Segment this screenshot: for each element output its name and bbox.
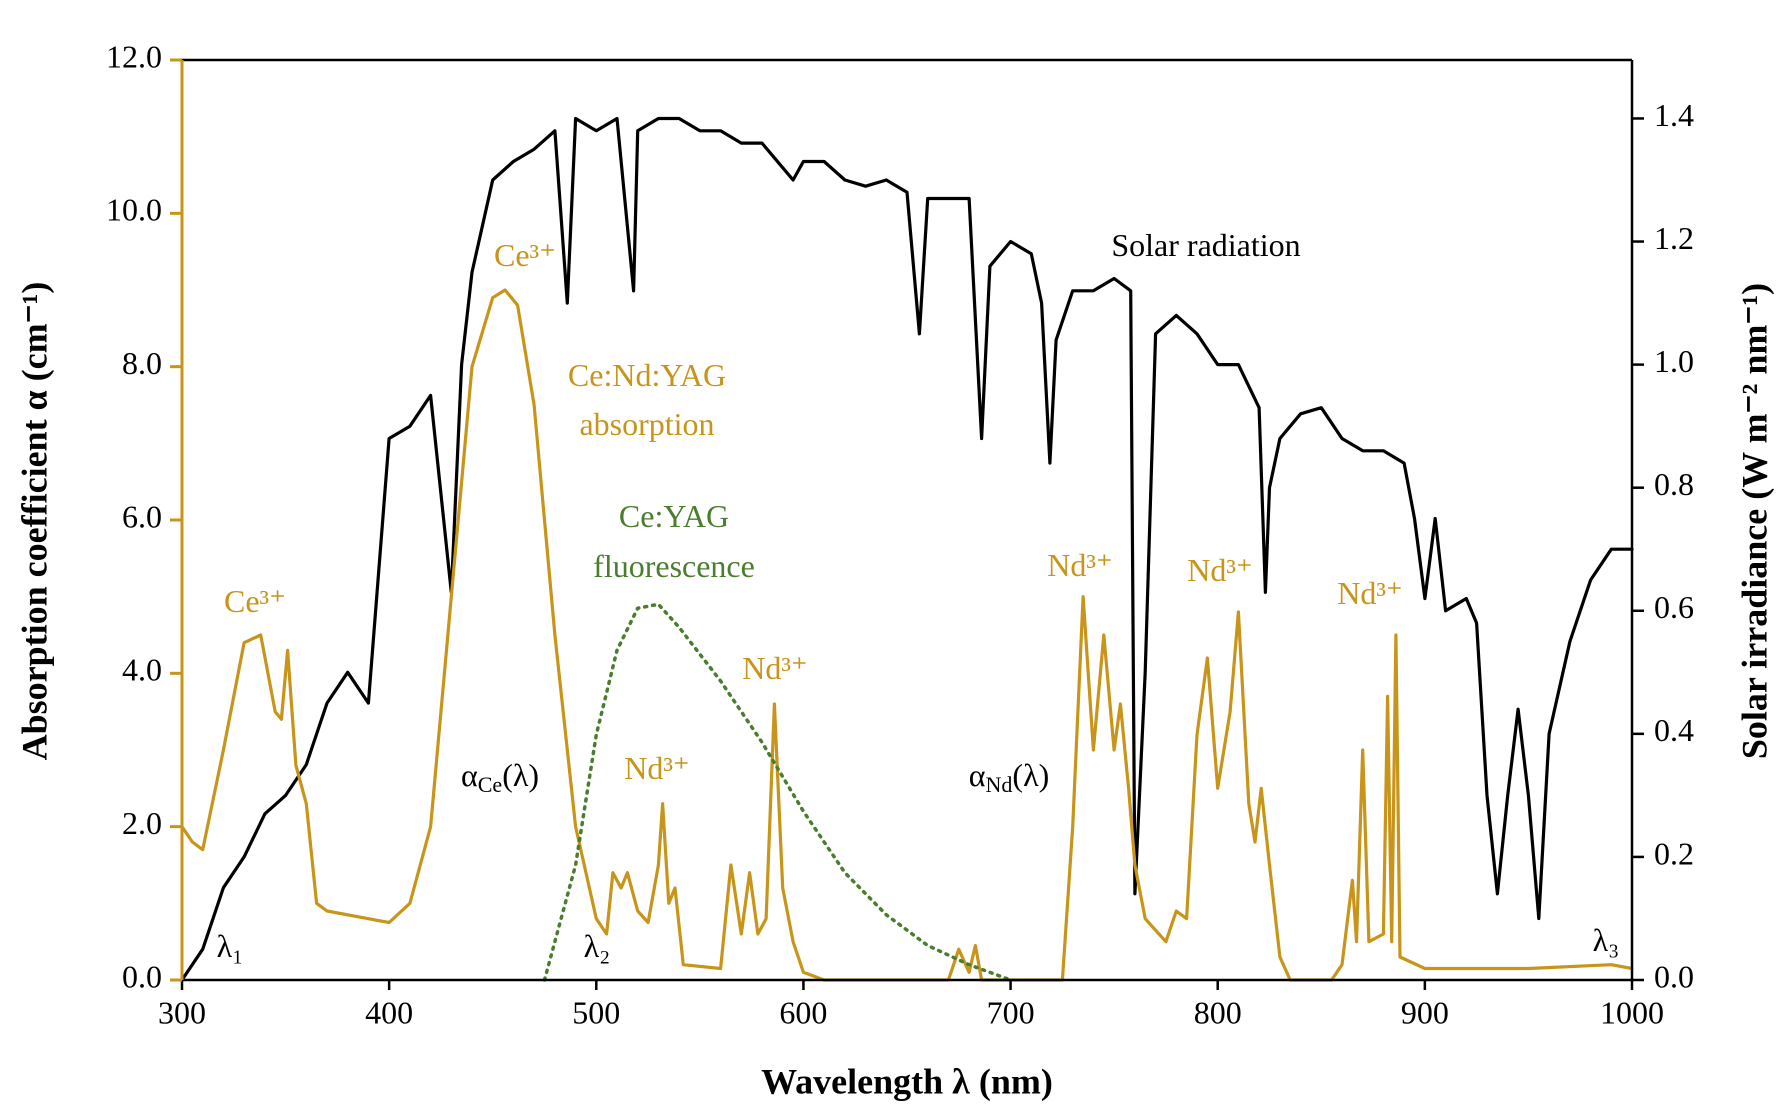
annotation-text: λ₂ xyxy=(584,928,611,964)
annotation-tail: (λ) xyxy=(502,757,539,793)
annotation: Ce:YAG xyxy=(619,498,729,534)
x-axis-title: Wavelength λ (nm) xyxy=(761,1061,1053,1101)
y-tick-label: 8.0 xyxy=(122,345,162,381)
y2-tick-label: 1.0 xyxy=(1654,343,1694,379)
annotation-text: Nd³⁺ xyxy=(1187,552,1253,588)
y-tick-label: 0.0 xyxy=(122,958,162,994)
annotation: absorption xyxy=(579,406,714,442)
annotation: αNd(λ) xyxy=(969,757,1049,797)
annotation: Nd³⁺ xyxy=(1337,575,1403,611)
x-tick-label: 1000 xyxy=(1600,994,1664,1030)
annotation: Nd³⁺ xyxy=(1047,547,1113,583)
annotation-text: Solar radiation xyxy=(1111,227,1300,263)
annotation: fluorescence xyxy=(593,548,755,584)
annotation-sub: Nd xyxy=(986,772,1013,797)
x-tick-label: 900 xyxy=(1401,994,1449,1030)
annotation: λ₁ xyxy=(217,928,244,964)
y-tick-label: 6.0 xyxy=(122,498,162,534)
y2-tick-label: 1.2 xyxy=(1654,220,1694,256)
series-line xyxy=(180,116,1634,982)
y-axis-title: Absorption coefficient α (cm⁻¹) xyxy=(14,282,54,761)
y2-tick-label: 0.4 xyxy=(1654,712,1694,748)
annotation-text: λ₁ xyxy=(217,928,244,964)
y2-axis-title: Solar irradiance (W m⁻² nm⁻¹) xyxy=(1734,283,1774,759)
annotation: Solar radiation xyxy=(1111,227,1300,263)
x-tick-label: 300 xyxy=(158,994,206,1030)
series-line xyxy=(180,288,1634,982)
x-tick-label: 400 xyxy=(365,994,413,1030)
annotation: Ce³⁺ xyxy=(494,237,556,273)
y-tick-label: 2.0 xyxy=(122,805,162,841)
annotation: λ₃ xyxy=(1593,922,1620,958)
x-tick-label: 700 xyxy=(987,994,1035,1030)
annotation-text: Ce³⁺ xyxy=(224,583,286,619)
y-tick-label: 4.0 xyxy=(122,652,162,688)
annotation-text: absorption xyxy=(579,406,714,442)
series-line xyxy=(542,602,1013,982)
annotation-text: λ₃ xyxy=(1593,922,1620,958)
annotation-text: α xyxy=(969,757,986,793)
y2-tick-label: 0.2 xyxy=(1654,835,1694,871)
x-tick-label: 800 xyxy=(1194,994,1242,1030)
x-tick-label: 600 xyxy=(779,994,827,1030)
annotation-text: α xyxy=(461,757,478,793)
annotation-text: Ce:Nd:YAG xyxy=(568,357,726,393)
annotation-sub: Ce xyxy=(478,772,502,797)
annotation: Nd³⁺ xyxy=(624,750,690,786)
annotation: Ce:Nd:YAG xyxy=(568,357,726,393)
annotation-text: Nd³⁺ xyxy=(1337,575,1403,611)
annotation: Nd³⁺ xyxy=(742,650,808,686)
annotation: Nd³⁺ xyxy=(1187,552,1253,588)
annotation-tail: (λ) xyxy=(1012,757,1049,793)
annotation-text: Nd³⁺ xyxy=(624,750,690,786)
x-tick-label: 500 xyxy=(572,994,620,1030)
annotation: Ce³⁺ xyxy=(224,583,286,619)
y2-tick-label: 0.6 xyxy=(1654,589,1694,625)
annotation-text: Ce³⁺ xyxy=(494,237,556,273)
annotation-text: Ce:YAG xyxy=(619,498,729,534)
annotation-text: fluorescence xyxy=(593,548,755,584)
y2-tick-label: 1.4 xyxy=(1654,97,1694,133)
y2-tick-label: 0.0 xyxy=(1654,958,1694,994)
annotation-text: Nd³⁺ xyxy=(1047,547,1113,583)
y2-tick-label: 0.8 xyxy=(1654,466,1694,502)
annotation: λ₂ xyxy=(584,928,611,964)
annotation: αCe(λ) xyxy=(461,757,539,797)
y-tick-label: 10.0 xyxy=(106,192,162,228)
annotation-text: Nd³⁺ xyxy=(742,650,808,686)
y-tick-label: 12.0 xyxy=(106,38,162,74)
